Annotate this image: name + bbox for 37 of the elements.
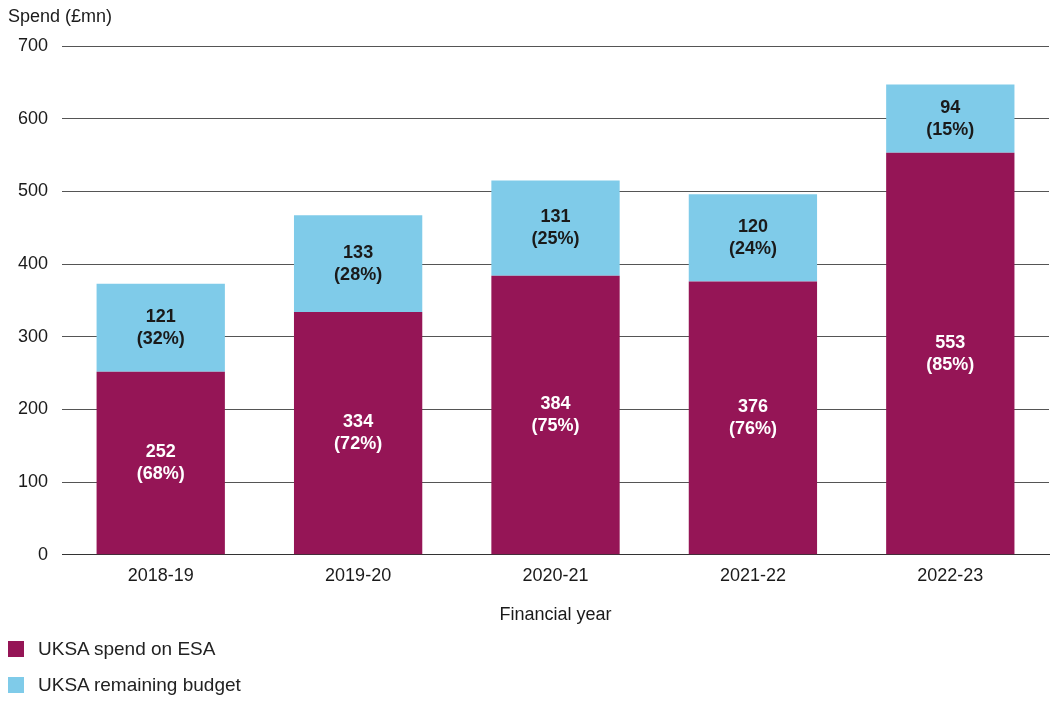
y-tick-label: 600	[17, 107, 49, 128]
legend-label: UKSA spend on ESA	[38, 638, 216, 660]
data-label: 121 (32%)	[136, 305, 185, 348]
data-label: 133 (28%)	[334, 241, 383, 284]
legend-label: UKSA remaining budget	[38, 674, 241, 696]
data-label: 94 (15%)	[926, 96, 975, 139]
data-label: 131 (25%)	[531, 206, 580, 249]
data-label: 384 (75%)	[531, 392, 580, 435]
bar	[688, 281, 818, 555]
bar	[886, 84, 1015, 153]
y-tick-label: 0	[38, 543, 49, 564]
bar	[293, 312, 423, 555]
data-label: 376 (76%)	[728, 395, 777, 438]
data-label: 120 (24%)	[728, 215, 777, 258]
y-tick-label: 200	[17, 398, 49, 419]
data-label: 334 (72%)	[334, 411, 383, 454]
data-label: 553 (85%)	[926, 331, 975, 374]
y-tick-label: 100	[17, 471, 49, 492]
bar	[491, 275, 620, 555]
data-label: 252 (68%)	[136, 440, 185, 483]
bar	[491, 180, 620, 276]
bar	[293, 215, 423, 313]
bar	[886, 152, 1015, 555]
x-tick-label: 2018-19	[127, 564, 194, 585]
x-tick-label: 2021-22	[719, 564, 786, 585]
x-axis-title: Financial year	[499, 604, 612, 625]
y-tick-label: 400	[17, 253, 49, 274]
y-tick-label: 500	[17, 180, 49, 201]
y-tick-label: 300	[17, 325, 49, 346]
x-tick-label: 2022-23	[917, 564, 984, 585]
x-tick-label: 2019-20	[325, 564, 392, 585]
bar	[96, 371, 225, 555]
bar	[96, 283, 225, 372]
x-tick-label: 2020-21	[522, 564, 589, 585]
bar	[688, 194, 818, 282]
y-tick-label: 700	[17, 34, 49, 55]
y-axis-title: Spend (£mn)	[8, 5, 113, 26]
